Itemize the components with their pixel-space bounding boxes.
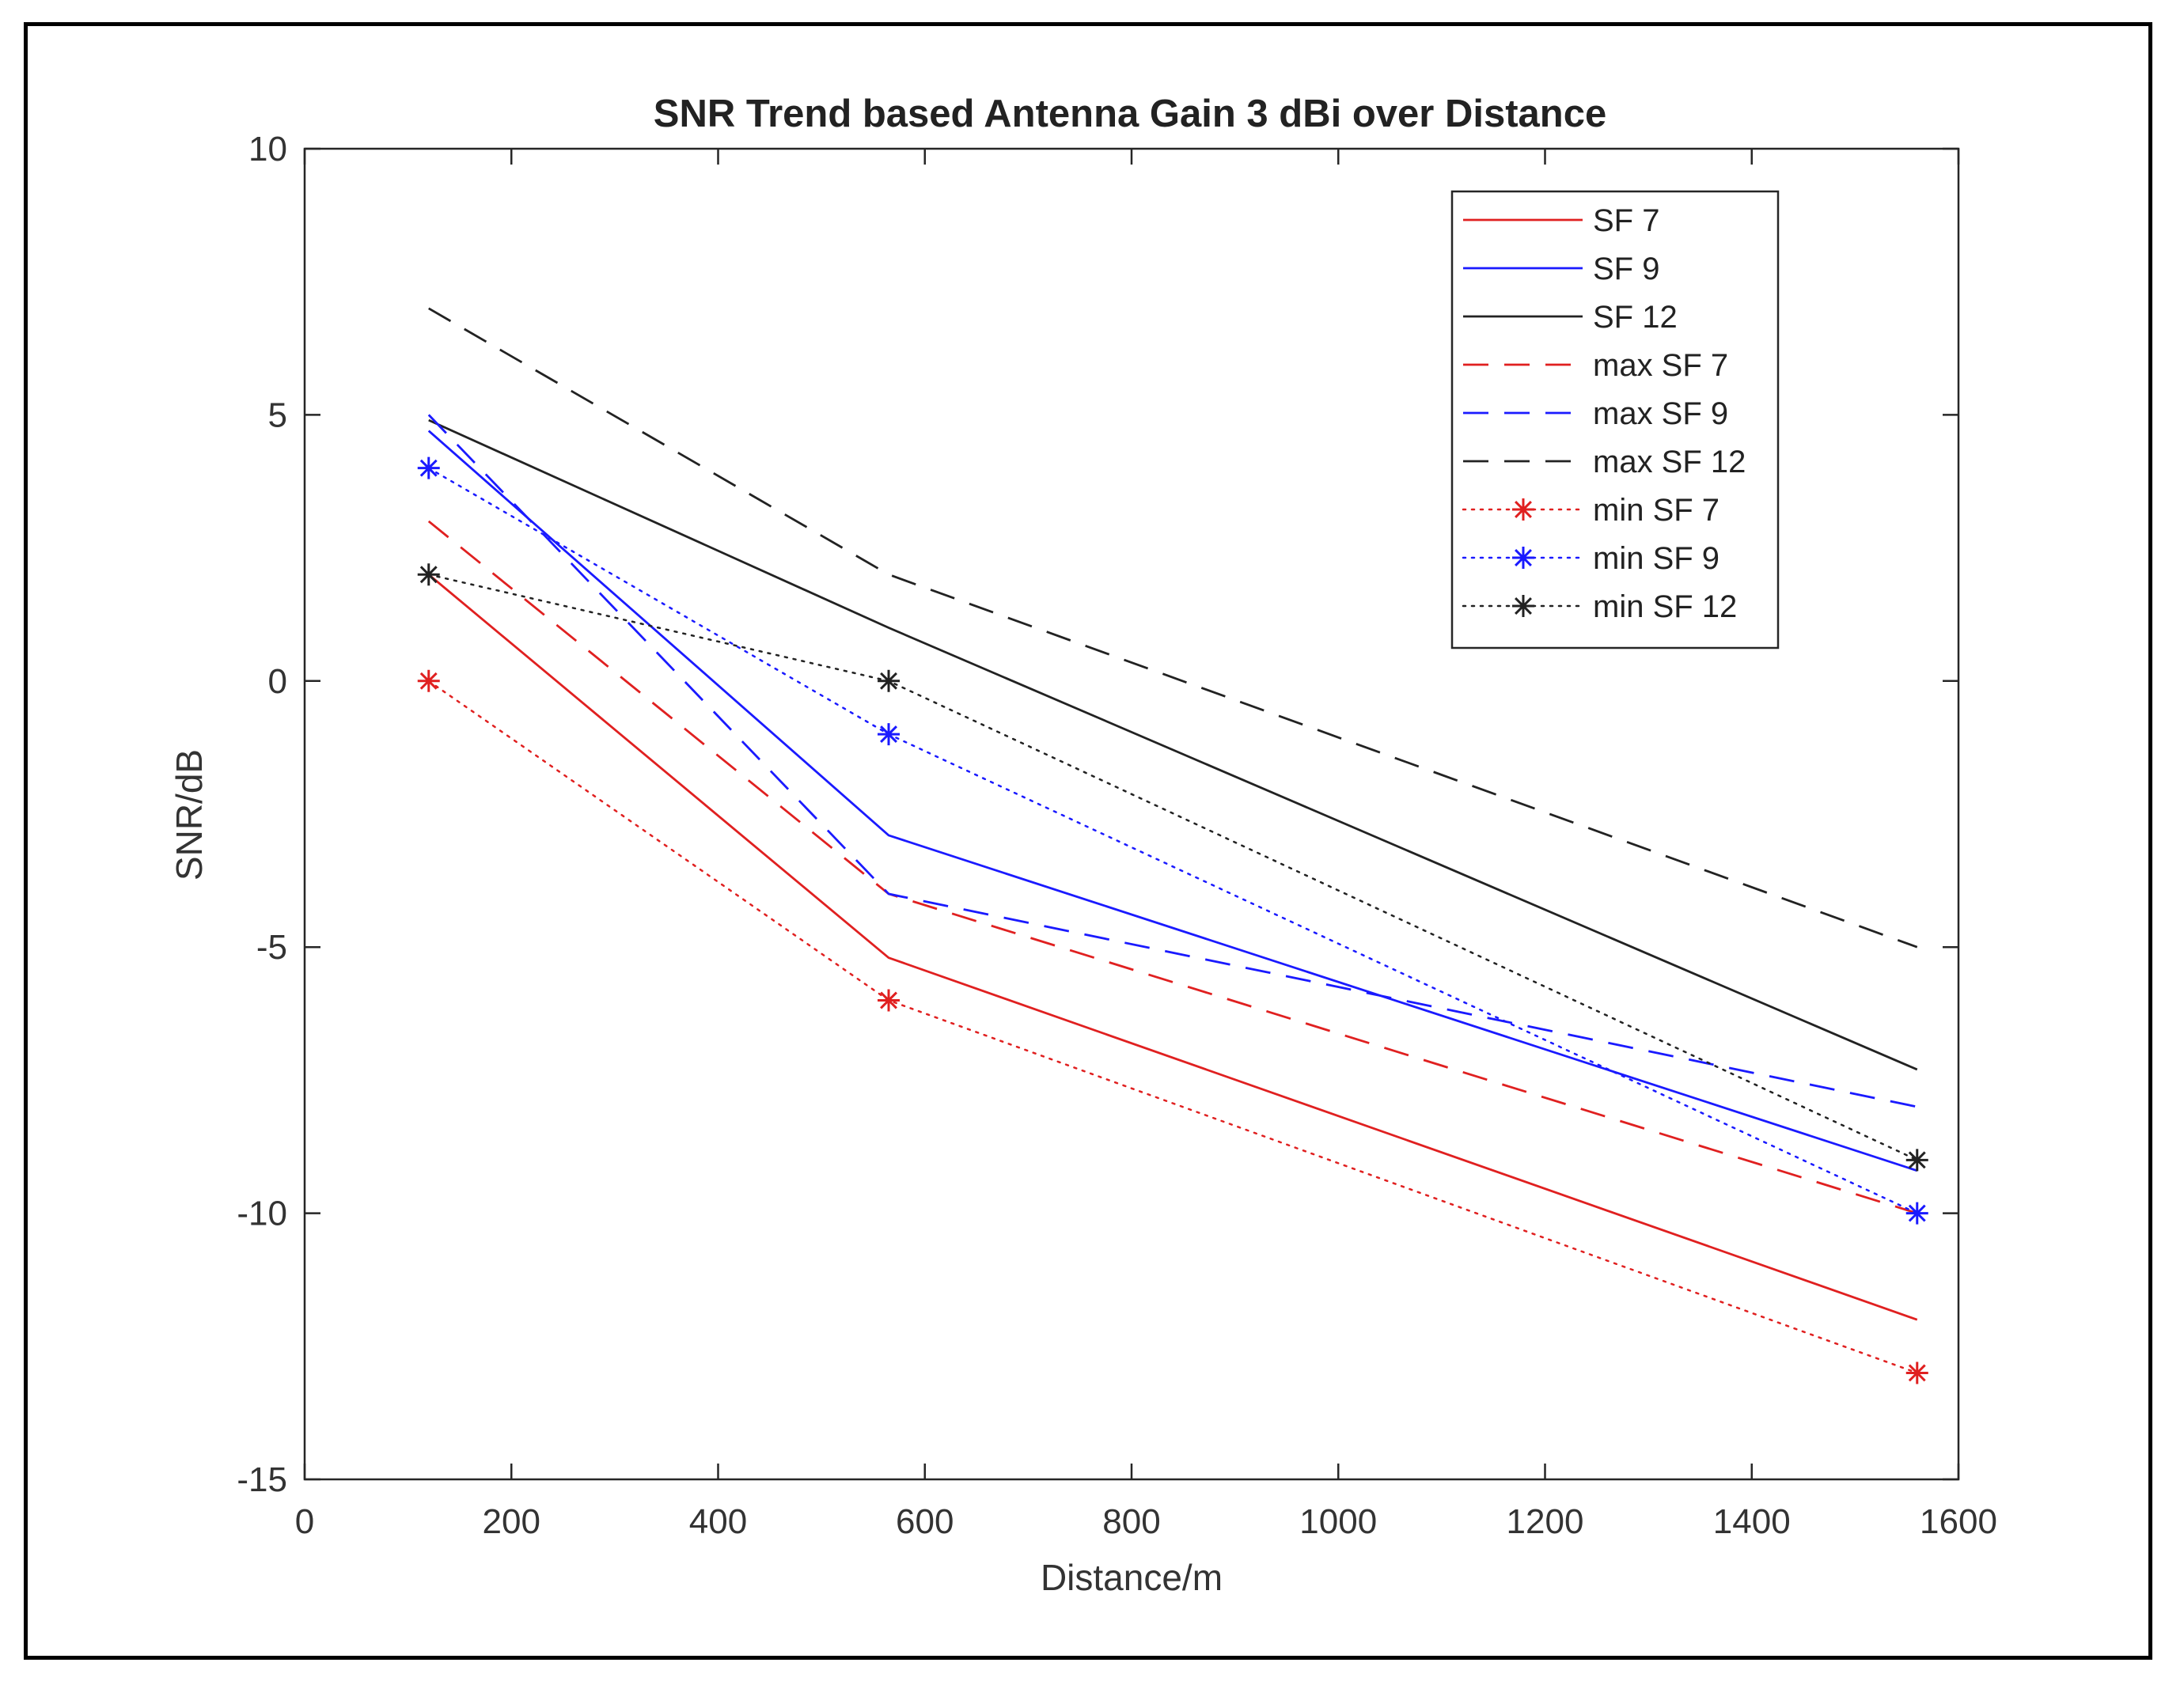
x-tick-label: 1400 (1713, 1502, 1791, 1541)
legend-label-max-sf-9: max SF 9 (1593, 396, 1728, 431)
legend-label-min-sf-12: min SF 12 (1593, 589, 1737, 624)
series-line-sf-12 (428, 418, 1918, 1071)
data-point-min-sf-7 (878, 989, 901, 1012)
y-axis-label: SNR/dB (169, 749, 210, 880)
legend-label-sf-12: SF 12 (1593, 300, 1678, 335)
legend-marker-min-sf-7 (1512, 498, 1534, 521)
y-tick-label: 0 (268, 662, 287, 701)
x-axis-label: Distance/m (1041, 1557, 1223, 1598)
y-tick-label: -15 (237, 1460, 287, 1499)
data-point-min-sf-9 (1905, 1202, 1928, 1225)
data-point-min-sf-12 (878, 669, 901, 692)
x-tick-label: 1000 (1299, 1502, 1377, 1541)
y-tick-label: 10 (248, 130, 287, 169)
legend: SF 7 SF 9 SF 12 max SF 7 max SF 9 max SF 12 mi… (1450, 190, 1780, 649)
legend-marker-min-sf-9 (1512, 547, 1534, 569)
legend-label-sf-7: SF 7 (1593, 203, 1659, 238)
data-point-min-sf-9 (417, 456, 440, 479)
series-layer (417, 307, 1928, 1384)
series-line-sf-9 (427, 430, 1918, 1172)
axis-ticks: 0 200 400 600 800 1000 1200 1400 1600 -15 -10 -5 0 5 1… (237, 130, 1997, 1541)
series-line-max-sf-12 (428, 307, 1918, 949)
x-tick-label: 800 (1102, 1502, 1160, 1541)
data-point-min-sf-9 (878, 723, 901, 746)
series-line-sf-7 (427, 574, 1918, 1321)
x-tick-label: 0 (295, 1502, 314, 1541)
data-point-min-sf-7 (417, 669, 440, 692)
legend-label-max-sf-12: max SF 12 (1593, 445, 1746, 479)
x-tick-label: 1200 (1507, 1502, 1584, 1541)
chart-title: SNR Trend based Antenna Gain 3 dBi over … (654, 93, 1606, 135)
legend-label-max-sf-7: max SF 7 (1593, 348, 1728, 383)
y-tick-label: 5 (268, 396, 287, 434)
legend-label-sf-9: SF 9 (1593, 252, 1659, 286)
x-tick-label: 200 (483, 1502, 540, 1541)
x-tick-label: 600 (896, 1502, 954, 1541)
y-tick-label: -5 (256, 928, 287, 967)
legend-label-min-sf-9: min SF 9 (1593, 541, 1720, 576)
x-tick-label: 1600 (1920, 1502, 1997, 1541)
data-point-min-sf-12 (1905, 1149, 1928, 1172)
data-point-min-sf-12 (417, 563, 440, 586)
data-point-min-sf-7 (1905, 1361, 1928, 1384)
x-tick-label: 400 (689, 1502, 747, 1541)
legend-label-min-sf-7: min SF 7 (1593, 493, 1720, 528)
legend-marker-min-sf-12 (1512, 595, 1534, 617)
y-tick-label: -10 (237, 1195, 287, 1233)
series-line-max-sf-9 (427, 414, 1918, 1108)
